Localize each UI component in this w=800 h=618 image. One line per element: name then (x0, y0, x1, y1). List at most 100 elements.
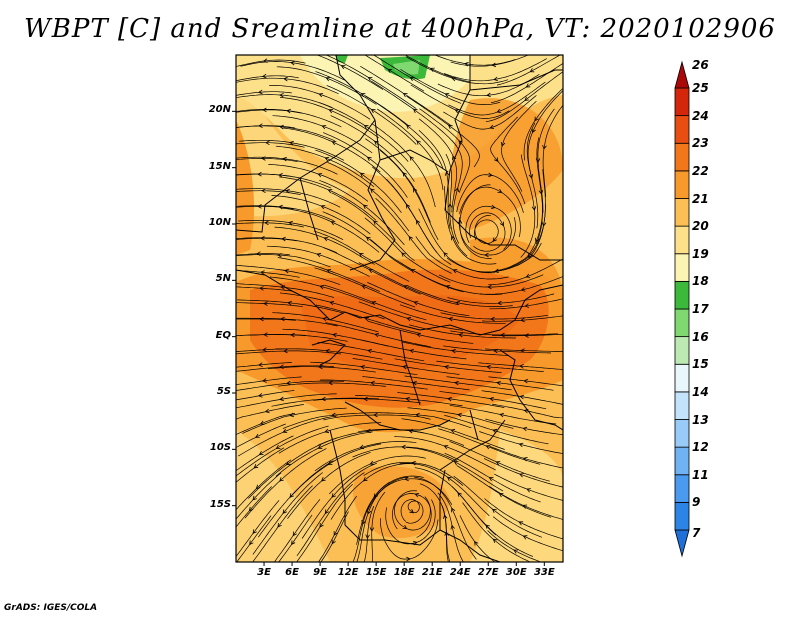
streamline (456, 465, 552, 518)
streamline-arrow (487, 284, 492, 290)
streamline (364, 55, 425, 92)
streamline-arrow (280, 316, 285, 322)
streamline (352, 481, 390, 562)
streamline-arrow (282, 156, 287, 162)
streamline-arrow (261, 73, 267, 79)
streamline (399, 462, 490, 517)
streamline-arrow (254, 433, 260, 438)
streamline-arrow (531, 206, 537, 211)
streamline-arrow (262, 378, 267, 383)
streamline (487, 530, 542, 562)
colorbar-level-label: 25 (692, 81, 709, 95)
streamline (358, 301, 463, 331)
streamline-arrow (499, 221, 504, 227)
streamline (236, 158, 298, 163)
streamline (438, 428, 541, 465)
streamline (238, 415, 338, 457)
streamline (274, 226, 375, 265)
lon-tick-label: 21E (421, 567, 443, 578)
streamline-arrow (520, 317, 525, 323)
streamline (320, 379, 428, 390)
streamline-arrow (497, 300, 502, 306)
streamline (239, 139, 345, 161)
streamline (372, 55, 462, 104)
streamline (237, 299, 345, 314)
streamline-arrow (474, 540, 479, 546)
streamline-arrow (416, 140, 421, 145)
streamline (489, 445, 563, 469)
streamline-arrow (404, 476, 409, 482)
streamline (236, 393, 337, 409)
streamline (491, 333, 563, 337)
streamline-arrow (450, 428, 456, 434)
streamline-arrow (518, 521, 524, 526)
streamline-arrow (528, 173, 534, 179)
streamline-arrow (278, 204, 283, 210)
streamline-arrow (374, 332, 380, 338)
colorbar-low-triangle (674, 529, 690, 558)
streamline (248, 437, 337, 499)
colorbar-box (674, 87, 690, 117)
streamline-arrow (316, 252, 322, 258)
streamline (279, 97, 379, 139)
streamline-arrow (495, 461, 501, 466)
streamline (316, 55, 384, 90)
streamline (283, 127, 381, 173)
streamline-arrow (444, 531, 449, 536)
streamline-arrow (457, 412, 462, 418)
colorbar-box (674, 198, 690, 227)
streamline-arrow (321, 396, 326, 402)
streamline (319, 179, 405, 246)
streamline-arrow (282, 509, 287, 514)
streamline-arrow (290, 332, 295, 338)
streamline (296, 472, 365, 557)
lon-tick-label: 33E (533, 567, 555, 578)
streamline-arrow (416, 332, 422, 338)
streamline (279, 176, 377, 221)
streamline (492, 516, 563, 552)
colorbar-high-triangle (674, 60, 690, 89)
streamline-arrow (522, 426, 528, 432)
streamline (287, 452, 371, 519)
streamline (459, 184, 492, 259)
streamline-arrow (412, 108, 418, 114)
streamline-arrow (317, 173, 323, 178)
streamline-arrow (413, 187, 418, 193)
colorbar-level-label: 7 (692, 526, 701, 540)
streamline (236, 404, 304, 420)
streamline-arrow (331, 539, 336, 545)
streamline (236, 237, 338, 254)
streamline (380, 518, 439, 560)
streamline (277, 257, 381, 292)
streamline-arrow (444, 171, 450, 176)
streamline-arrow (319, 522, 324, 528)
streamline-arrow (492, 428, 498, 434)
streamline-arrow (370, 108, 376, 114)
lat-tick-label: 15N (208, 160, 231, 172)
streamline (236, 254, 331, 268)
streamline (479, 431, 563, 454)
streamline (318, 102, 409, 162)
streamline (236, 515, 272, 562)
streamline-arrow (256, 251, 261, 256)
streamline-arrow (488, 172, 493, 178)
streamline-arrow (320, 205, 326, 210)
streamline (407, 285, 513, 307)
colorbar-level-label: 9 (692, 495, 701, 510)
streamline (446, 242, 542, 273)
streamline-arrow (321, 125, 327, 130)
streamline-arrow (490, 316, 495, 322)
streamline-arrow (327, 189, 333, 194)
streamline-arrow (367, 76, 373, 82)
streamline (236, 205, 335, 222)
streamline (488, 486, 563, 520)
streamline-arrow (327, 460, 333, 466)
streamline-arrow (285, 188, 290, 194)
lon-tick-label: 24E (449, 567, 471, 578)
streamline (268, 366, 376, 373)
streamline-arrow (534, 116, 539, 122)
colorbar-box (674, 336, 690, 365)
colorbar-level-label: 11 (692, 467, 709, 482)
streamline-arrow (520, 348, 525, 353)
streamline (269, 84, 371, 120)
